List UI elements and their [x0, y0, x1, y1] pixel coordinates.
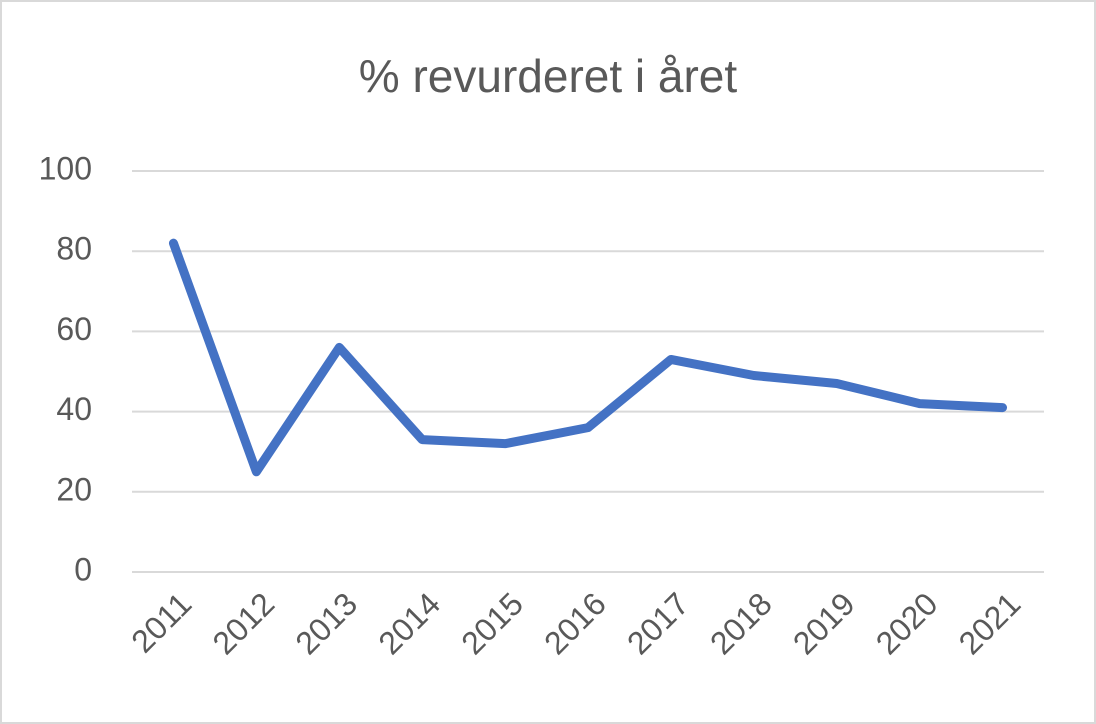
y-tick-label: 80	[56, 231, 92, 267]
y-tick-label: 20	[56, 471, 92, 507]
y-tick-label: 0	[74, 551, 92, 587]
chart-title: % revurderet i året	[359, 50, 738, 102]
y-tick-label: 60	[56, 311, 92, 347]
y-tick-label: 40	[56, 391, 92, 427]
data-line	[168, 238, 1008, 477]
y-tick-label: 100	[39, 150, 92, 186]
